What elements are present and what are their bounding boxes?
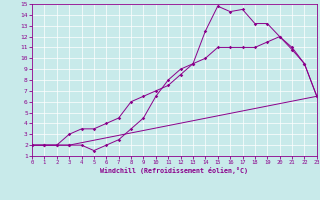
X-axis label: Windchill (Refroidissement éolien,°C): Windchill (Refroidissement éolien,°C) (100, 167, 248, 174)
